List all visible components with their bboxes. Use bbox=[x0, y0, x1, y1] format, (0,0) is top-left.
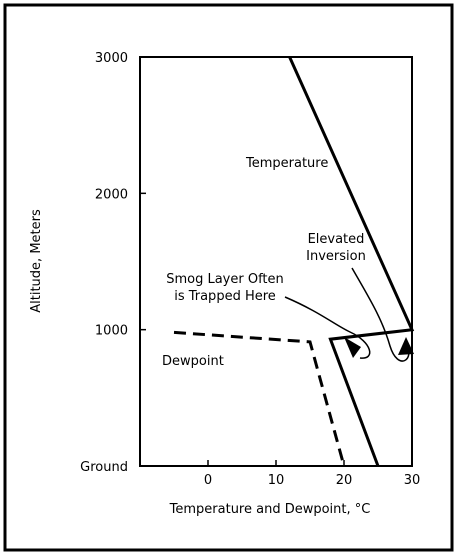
y-tick-label: 1000 bbox=[95, 324, 128, 339]
series-label-temperature: Temperature bbox=[245, 156, 328, 171]
x-tick-label: 30 bbox=[404, 473, 421, 488]
outer-border bbox=[3, 3, 454, 552]
annotation-smog-line: is Trapped Here bbox=[174, 289, 276, 304]
series-line-temperature bbox=[288, 56, 415, 467]
y-tick-label: 2000 bbox=[95, 187, 128, 202]
x-tick-label: 10 bbox=[268, 473, 285, 488]
smog-arrowhead bbox=[344, 337, 361, 358]
smog-leader-curve bbox=[284, 296, 371, 359]
series-label-dewpoint: Dewpoint bbox=[162, 354, 224, 369]
annotation-inversion-line: Inversion bbox=[306, 249, 366, 264]
series-line-dewpoint bbox=[173, 330, 346, 467]
y-tick-label: 3000 bbox=[95, 51, 128, 66]
annotation-smog-line: Smog Layer Often bbox=[166, 272, 284, 287]
x-tick-label: 20 bbox=[336, 473, 353, 488]
y-axis-label: Altitude, Meters bbox=[29, 209, 44, 313]
y-tick-label: Ground bbox=[80, 460, 128, 475]
inversion-leader-curve bbox=[351, 267, 410, 362]
annotation-inversion-line: Elevated bbox=[308, 232, 365, 247]
x-axis-label: Temperature and Dewpoint, °C bbox=[169, 502, 371, 517]
inversion-arrowhead bbox=[398, 337, 414, 355]
x-tick-label: 0 bbox=[204, 473, 212, 488]
